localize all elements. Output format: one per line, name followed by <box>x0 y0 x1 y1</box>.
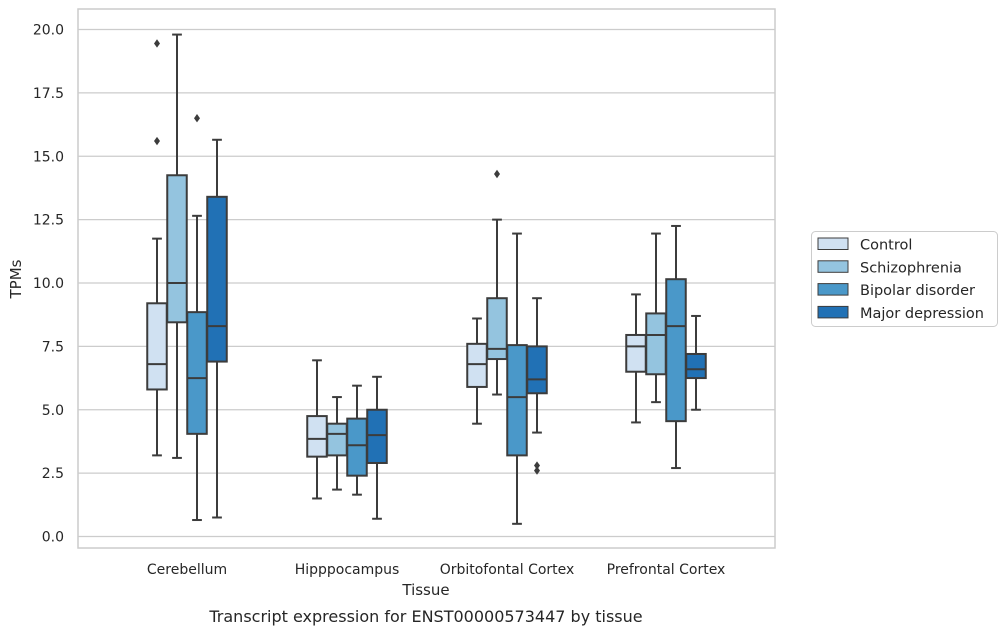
outlier-point <box>194 114 200 123</box>
box-major-depression <box>366 375 388 520</box>
y-tick-label: 20.0 <box>33 23 64 39</box>
box-body <box>346 417 368 477</box>
y-axis-ticks: 0.0 2.5 5.0 7.5 10.0 12.5 15.0 17.5 20.0 <box>33 23 64 546</box>
outlier-point <box>494 169 500 179</box>
y-tick-label: 12.5 <box>33 213 64 229</box>
legend-label: Major depression <box>860 306 984 322</box>
y-tick-label: 17.5 <box>33 86 64 102</box>
legend-label: Control <box>860 238 912 254</box>
plot-area-frame <box>77 8 776 549</box>
outlier-point <box>154 136 160 146</box>
box-control <box>625 293 647 424</box>
outlier-point <box>154 39 160 48</box>
box-body <box>366 408 388 464</box>
y-tick-label: 2.5 <box>42 466 64 482</box>
legend-label: Schizophrenia <box>860 260 962 276</box>
y-tick-label: 10.0 <box>33 276 64 292</box>
legend-label: Bipolar disorder <box>860 283 975 299</box>
box-body <box>466 342 488 388</box>
box-bipolar-disorder <box>665 224 687 470</box>
box-bipolar-disorder <box>186 214 208 522</box>
x-axis-ticks: Cerebellum Hipppocampus Orbitofontal Corte… <box>147 562 725 578</box>
legend-swatch <box>817 237 849 250</box>
outlier-point <box>534 466 540 475</box>
box-body <box>486 297 508 361</box>
legend-swatch <box>817 283 849 296</box>
box-body <box>506 344 528 457</box>
legend-swatch <box>817 260 849 273</box>
legend: Control Schizophrenia Bipolar disorder Majo… <box>811 231 998 327</box>
box-schizophrenia <box>166 33 188 459</box>
x-tick-label: Orbitofontal Cortex <box>440 562 575 578</box>
y-tick-label: 5.0 <box>42 403 64 419</box>
box-body <box>645 312 667 376</box>
box-major-depression <box>685 314 707 411</box>
box-control <box>306 359 328 500</box>
box-body <box>526 345 548 395</box>
box-body <box>665 278 687 423</box>
box-body <box>206 195 228 363</box>
box-major-depression <box>206 138 228 519</box>
x-tick-label: Prefrontal Cortex <box>607 562 726 578</box>
box-body <box>685 352 707 380</box>
box-control <box>466 317 488 425</box>
chart-caption: Transcript expression for ENST0000057344… <box>208 607 642 626</box>
box-bipolar-disorder <box>346 384 368 496</box>
box-body <box>306 415 328 458</box>
y-tick-label: 15.0 <box>33 149 64 165</box>
box-body <box>186 311 208 435</box>
box-groups <box>146 33 707 525</box>
x-axis-title: Tissue <box>401 581 449 599</box>
x-tick-label: Hipppocampus <box>295 562 400 578</box>
legend-swatch <box>817 305 849 319</box>
box-major-depression <box>526 297 548 475</box>
box-schizophrenia <box>486 169 508 396</box>
box-schizophrenia <box>645 232 667 404</box>
y-tick-label: 7.5 <box>42 339 64 355</box>
box-body <box>326 422 348 457</box>
box-bipolar-disorder <box>506 232 528 525</box>
box-control <box>146 237 168 457</box>
box-body <box>146 302 168 391</box>
legend-frame <box>811 231 998 327</box>
y-tick-label: 0.0 <box>42 530 64 546</box>
outlier-point <box>534 461 540 470</box>
box-body <box>625 333 647 373</box>
box-body <box>166 174 188 324</box>
x-tick-label: Cerebellum <box>147 562 227 578</box>
y-axis-title: TPMs <box>7 259 25 299</box>
